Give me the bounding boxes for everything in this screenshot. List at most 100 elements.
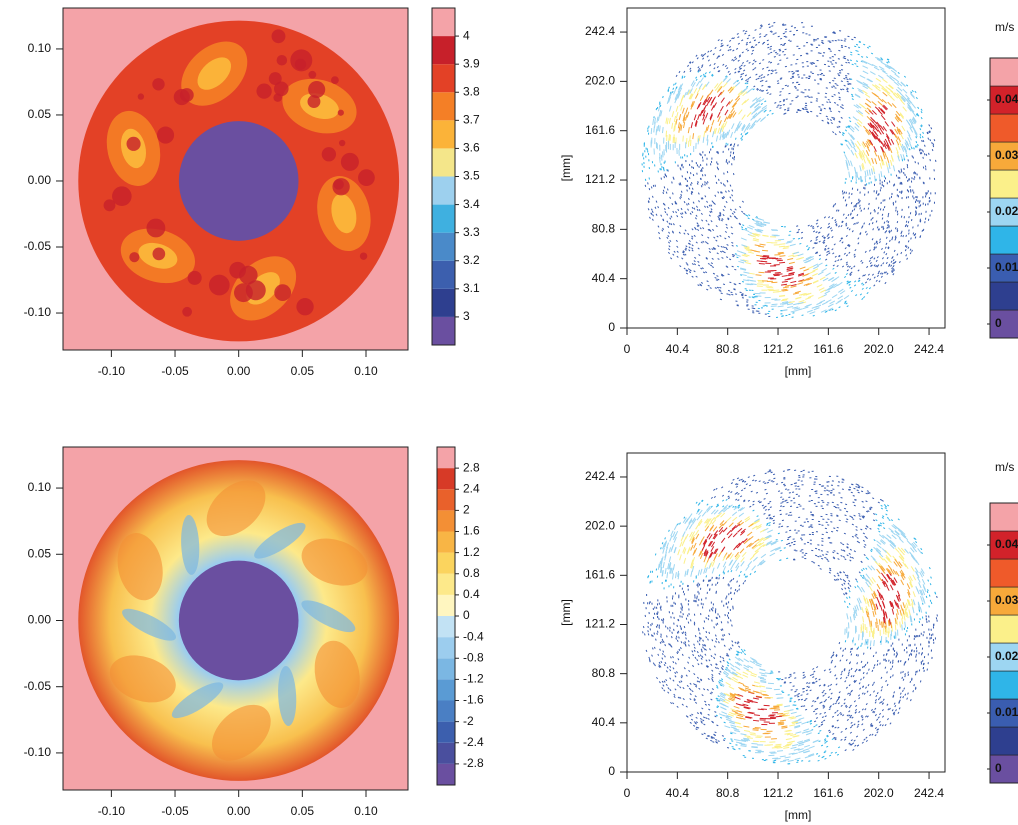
vector	[823, 216, 826, 219]
vector	[874, 701, 877, 704]
vector	[736, 250, 743, 254]
vector	[672, 210, 675, 213]
vector	[844, 558, 847, 561]
vector	[724, 121, 728, 128]
vector	[758, 62, 762, 65]
vector	[715, 741, 719, 744]
field-patch	[182, 306, 193, 317]
vector	[691, 101, 696, 108]
vector	[737, 507, 744, 512]
field-patch	[271, 29, 286, 44]
vector	[820, 309, 827, 313]
vector	[755, 78, 758, 81]
vector	[844, 680, 847, 683]
vector	[706, 507, 711, 513]
vector	[719, 128, 723, 135]
vector	[713, 626, 715, 629]
vector	[673, 250, 676, 253]
vector	[703, 644, 706, 647]
field-arm	[254, 522, 306, 559]
vector	[884, 505, 888, 508]
field-arm	[301, 600, 356, 633]
vector	[740, 743, 747, 746]
vector	[659, 104, 662, 107]
vector	[901, 612, 904, 619]
vector	[737, 641, 740, 644]
x-tick-label: 0	[624, 342, 631, 356]
vector	[813, 307, 820, 311]
vector	[673, 125, 676, 132]
vector	[713, 488, 716, 491]
vector	[881, 724, 884, 727]
x-tick-label: 0.10	[354, 364, 378, 378]
vector	[697, 224, 700, 227]
vector	[856, 213, 859, 217]
vector	[685, 269, 688, 272]
vector	[920, 551, 923, 555]
vector	[723, 714, 730, 718]
vector	[919, 606, 923, 613]
vector	[716, 87, 722, 93]
vector	[777, 82, 780, 85]
vector	[846, 80, 849, 83]
vector	[726, 293, 729, 295]
vector	[678, 183, 681, 186]
vector	[910, 598, 914, 605]
vector	[767, 53, 770, 55]
vector	[932, 144, 935, 148]
vector	[911, 249, 913, 252]
vector	[782, 286, 790, 289]
vector	[824, 750, 827, 753]
vector	[708, 214, 711, 217]
vector	[862, 574, 865, 577]
vector	[897, 529, 904, 535]
vector	[838, 641, 841, 645]
vector	[841, 104, 844, 107]
vector	[904, 608, 908, 615]
vector	[766, 92, 769, 94]
vector	[824, 692, 827, 695]
vector	[908, 609, 911, 616]
vector	[879, 128, 885, 135]
vector	[753, 681, 761, 684]
vector	[741, 72, 745, 75]
vector	[816, 115, 819, 117]
vector	[790, 711, 797, 715]
vector	[711, 266, 715, 268]
vector	[776, 259, 783, 262]
vector	[776, 53, 779, 55]
vector	[876, 728, 879, 731]
vector	[878, 552, 884, 558]
vector	[806, 685, 809, 688]
vector	[886, 718, 889, 721]
vector	[741, 125, 746, 132]
vector	[890, 569, 895, 575]
vector	[753, 234, 760, 237]
vector	[858, 571, 861, 574]
vector	[841, 220, 844, 224]
vector	[887, 246, 890, 249]
vector	[865, 510, 869, 513]
vector	[852, 146, 857, 153]
vector	[797, 692, 800, 695]
vector	[856, 50, 859, 52]
vector	[693, 87, 698, 94]
vector	[760, 89, 763, 92]
vector	[886, 504, 890, 507]
vector	[900, 574, 905, 581]
vector	[658, 125, 661, 132]
vector	[865, 573, 871, 579]
vector	[922, 584, 926, 591]
vector	[843, 301, 847, 304]
vector	[737, 675, 744, 680]
vector	[740, 745, 747, 748]
vector	[675, 86, 678, 89]
vector	[849, 120, 852, 123]
vector	[872, 519, 876, 522]
vector	[803, 282, 810, 286]
vector	[666, 213, 669, 216]
vector	[665, 117, 668, 124]
vector	[684, 248, 687, 251]
vector	[710, 654, 713, 658]
colorbar-unit: m/s	[995, 20, 1014, 34]
